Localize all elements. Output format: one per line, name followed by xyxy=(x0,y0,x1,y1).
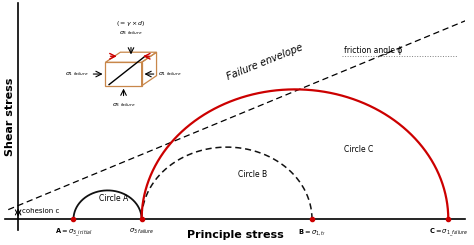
X-axis label: Principle stress: Principle stress xyxy=(187,230,284,240)
Text: friction angle ϕ: friction angle ϕ xyxy=(344,46,402,55)
Text: $\sigma_{1\ failure}$: $\sigma_{1\ failure}$ xyxy=(65,70,89,78)
Text: $\sigma_{1\ failure}$: $\sigma_{1\ failure}$ xyxy=(158,70,182,78)
Text: $\mathbf{C}=\sigma_{1\_failure}$: $\mathbf{C}=\sigma_{1\_failure}$ xyxy=(429,227,468,239)
Text: $\mathbf{B}=\sigma_{1,t\prime}$: $\mathbf{B}=\sigma_{1,t\prime}$ xyxy=(298,227,326,237)
Text: Circle A: Circle A xyxy=(100,194,128,203)
Text: $\mathbf{A}=\sigma_{3\_initial}$: $\mathbf{A}=\sigma_{3\_initial}$ xyxy=(55,227,92,239)
Y-axis label: Shear stress: Shear stress xyxy=(5,77,15,156)
Text: $(=\gamma \times d)$: $(=\gamma \times d)$ xyxy=(116,19,146,28)
Text: cohesion c: cohesion c xyxy=(21,208,59,214)
Text: Circle C: Circle C xyxy=(344,145,374,154)
Text: Circle B: Circle B xyxy=(238,171,267,179)
Text: $\sigma_{3\ failure}$: $\sigma_{3\ failure}$ xyxy=(111,101,136,109)
Text: $\sigma_{3\ failure}$: $\sigma_{3\ failure}$ xyxy=(129,227,154,236)
Text: $\sigma_{3\ failure}$: $\sigma_{3\ failure}$ xyxy=(119,29,143,37)
Text: Failure envelope: Failure envelope xyxy=(226,43,305,82)
